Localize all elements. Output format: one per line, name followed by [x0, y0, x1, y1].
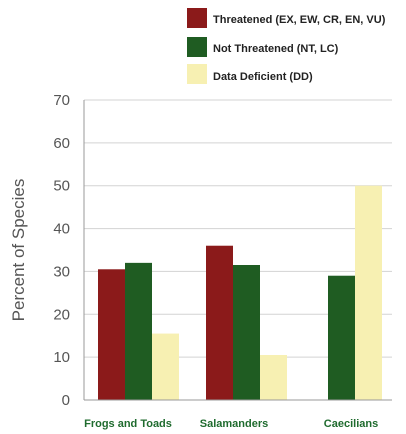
bar-not-threatened-1: [233, 265, 260, 400]
y-tick-label: 10: [53, 349, 70, 366]
bar-data-deficient-1: [260, 355, 287, 400]
legend-swatch-data-deficient: [187, 64, 207, 84]
y-tick-label: 20: [53, 306, 70, 323]
bars: [98, 185, 382, 400]
bar-threatened-1: [206, 245, 233, 400]
y-axis-ticks: 0 10 20 30 40 50 60 70: [53, 92, 70, 409]
bar-not-threatened-2: [328, 275, 355, 400]
legend-swatch-not-threatened: [187, 37, 207, 57]
legend-item-threatened: Threatened (EX, EW, CR, EN, VU): [187, 8, 386, 28]
y-tick-label: 50: [53, 178, 70, 195]
y-tick-label: 0: [62, 392, 70, 409]
x-category-label: Salamanders: [200, 418, 268, 430]
x-axis-labels: Frogs and Toads Salamanders Caecilians: [84, 418, 378, 430]
legend-label-threatened: Threatened (EX, EW, CR, EN, VU): [213, 14, 386, 26]
bar-data-deficient-0: [152, 333, 179, 400]
x-category-label: Caecilians: [324, 418, 378, 430]
y-tick-label: 60: [53, 135, 70, 152]
legend-swatch-threatened: [187, 8, 207, 28]
y-tick-label: 30: [53, 263, 70, 280]
legend-label-not-threatened: Not Threatened (NT, LC): [213, 43, 339, 55]
legend: Threatened (EX, EW, CR, EN, VU) Not Thre…: [187, 8, 386, 84]
x-category-label: Frogs and Toads: [84, 418, 172, 430]
legend-label-data-deficient: Data Deficient (DD): [213, 71, 313, 83]
y-tick-label: 70: [53, 92, 70, 109]
y-axis-title: Percent of Species: [9, 179, 28, 322]
bar-threatened-0: [98, 269, 125, 400]
legend-item-data-deficient: Data Deficient (DD): [187, 64, 313, 84]
bar-data-deficient-2: [355, 185, 382, 400]
legend-item-not-threatened: Not Threatened (NT, LC): [187, 37, 339, 57]
y-tick-label: 40: [53, 221, 70, 238]
bar-not-threatened-0: [125, 262, 152, 400]
